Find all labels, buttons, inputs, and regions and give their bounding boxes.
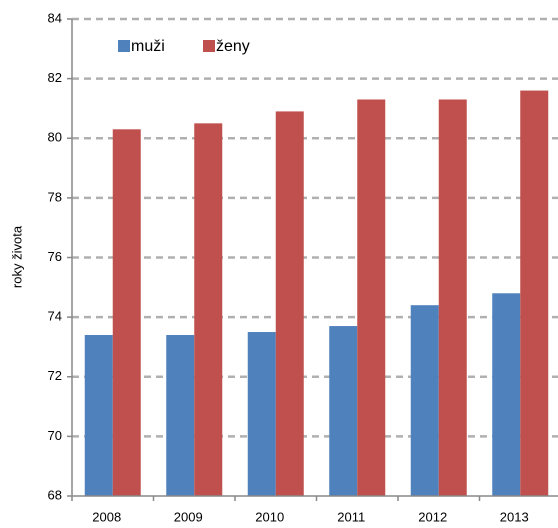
x-tick-label: 2011 <box>337 509 365 524</box>
x-tick-label: 2008 <box>92 509 121 524</box>
legend-label: ženy <box>216 38 250 55</box>
y-axis-label: roky života <box>9 225 24 288</box>
y-tick-label: 72 <box>48 368 62 383</box>
x-tick-label: 2009 <box>174 509 203 524</box>
legend-swatch <box>118 40 130 52</box>
legend-swatch <box>203 40 215 52</box>
bar <box>492 293 521 496</box>
bar <box>166 335 195 496</box>
y-tick-label: 80 <box>48 130 62 145</box>
x-tick-label: 2010 <box>255 509 284 524</box>
bar <box>84 335 113 496</box>
bar <box>410 305 439 496</box>
x-tick-label: 2013 <box>500 509 529 524</box>
y-tick-label: 82 <box>48 70 62 85</box>
bar <box>112 129 141 496</box>
y-tick-label: 76 <box>48 249 62 264</box>
y-tick-label: 70 <box>48 428 62 443</box>
bar <box>520 90 549 497</box>
y-tick-label: 78 <box>48 189 62 204</box>
y-tick-label: 68 <box>48 487 62 502</box>
y-tick-label: 74 <box>48 309 62 324</box>
x-tick-label: 2012 <box>418 509 447 524</box>
bar <box>275 111 304 496</box>
legend-label: muži <box>131 38 165 55</box>
bar <box>194 123 223 496</box>
bar <box>357 99 386 497</box>
bar <box>329 326 358 496</box>
bar <box>247 332 276 496</box>
y-tick-label: 84 <box>48 10 62 25</box>
bar <box>438 99 467 497</box>
